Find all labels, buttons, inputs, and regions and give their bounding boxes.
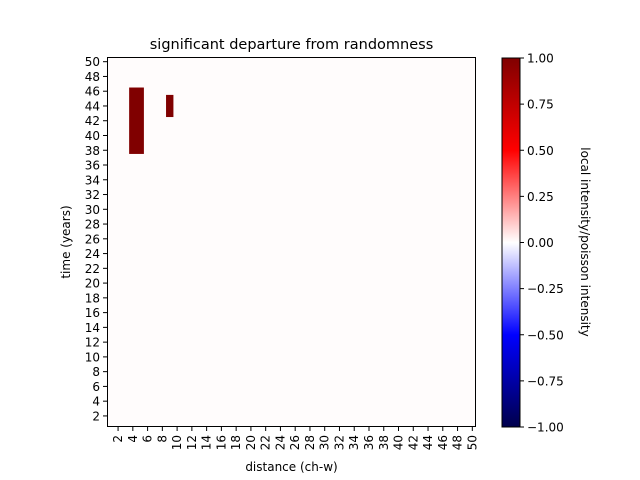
x-tick-label: 18 [229, 435, 243, 450]
x-axis-label: distance (ch-w) [245, 460, 337, 474]
y-tick-label: 12 [85, 336, 100, 350]
heatmap-cells [107, 58, 476, 427]
x-tick-label: 20 [244, 435, 258, 450]
colorbar-tick-label: 0.50 [527, 144, 554, 158]
colorbar-tick-label: 0.00 [527, 236, 554, 250]
y-tick-label: 36 [85, 159, 100, 173]
y-tick-label: 6 [92, 380, 100, 394]
x-tick-label: 42 [406, 435, 420, 450]
plot-frame [107, 57, 476, 427]
x-tick-label: 48 [451, 435, 465, 450]
y-axis-ticks: 2468101214161820222426283032343638404244… [85, 55, 107, 423]
x-tick-label: 10 [170, 435, 184, 450]
x-tick-label: 36 [362, 435, 376, 450]
colorbar-label: local intensity/poisson intensity [578, 147, 592, 336]
colorbar-tick-label: 0.75 [527, 98, 554, 112]
x-tick-label: 12 [185, 435, 199, 450]
y-tick-label: 40 [85, 129, 100, 143]
y-tick-label: 44 [85, 99, 100, 113]
colorbar-tick-label: 0.25 [527, 190, 554, 204]
y-tick-label: 50 [85, 55, 100, 69]
chart-title: significant departure from randomness [150, 37, 434, 53]
colorbar-tick-label: 1.00 [527, 52, 554, 66]
x-tick-label: 46 [436, 435, 450, 450]
colorbar-tick-label: −1.00 [527, 421, 564, 435]
x-tick-label: 14 [200, 435, 214, 450]
y-tick-label: 34 [85, 173, 100, 187]
y-tick-label: 20 [85, 277, 100, 291]
x-tick-label: 8 [155, 435, 169, 443]
x-tick-label: 38 [377, 435, 391, 450]
colorbar [501, 57, 521, 428]
colorbar-tick-label: −0.25 [527, 282, 564, 296]
colorbar-ticks: 1.00 0.75 0.50 0.25 0.00 −0.25 −0.50 −0.75 −1.00 [520, 52, 564, 435]
y-tick-label: 46 [85, 85, 100, 99]
y-tick-label: 8 [92, 365, 100, 379]
y-tick-label: 16 [85, 306, 100, 320]
x-tick-label: 26 [288, 435, 302, 450]
x-tick-label: 6 [141, 435, 155, 443]
y-tick-label: 24 [85, 247, 100, 261]
heatmap-background [107, 58, 476, 427]
y-tick-label: 26 [85, 232, 100, 246]
y-tick-label: 10 [85, 350, 100, 364]
x-tick-label: 22 [259, 435, 273, 450]
y-tick-label: 2 [92, 409, 100, 423]
y-tick-label: 42 [85, 114, 100, 128]
y-tick-label: 28 [85, 218, 100, 232]
y-tick-label: 38 [85, 144, 100, 158]
y-tick-label: 18 [85, 291, 100, 305]
x-tick-label: 16 [214, 435, 228, 450]
x-tick-label: 24 [273, 435, 287, 450]
x-tick-label: 4 [126, 435, 140, 443]
x-tick-label: 40 [392, 435, 406, 450]
x-tick-label: 32 [332, 435, 346, 450]
y-axis-label: time (years) [59, 205, 73, 278]
x-tick-label: 50 [465, 435, 479, 450]
y-tick-label: 30 [85, 203, 100, 217]
heatmap-cell [129, 87, 144, 154]
y-tick-label: 4 [92, 395, 100, 409]
x-tick-label: 34 [347, 435, 361, 450]
colorbar-tick-label: −0.75 [527, 374, 564, 388]
y-tick-label: 48 [85, 70, 100, 84]
x-tick-label: 44 [421, 435, 435, 450]
y-tick-label: 22 [85, 262, 100, 276]
x-tick-label: 2 [111, 435, 125, 443]
x-axis-ticks: 2 4 6 8 10 12 14 16 18 20 22 24 26 28 30 32 34 36 38 40 42 44… [111, 427, 479, 450]
heatmap-cell [166, 94, 174, 118]
colorbar-tick-label: −0.50 [527, 328, 564, 342]
x-tick-label: 30 [318, 435, 332, 450]
x-tick-label: 28 [303, 435, 317, 450]
y-tick-label: 14 [85, 321, 100, 335]
y-tick-label: 32 [85, 188, 100, 202]
